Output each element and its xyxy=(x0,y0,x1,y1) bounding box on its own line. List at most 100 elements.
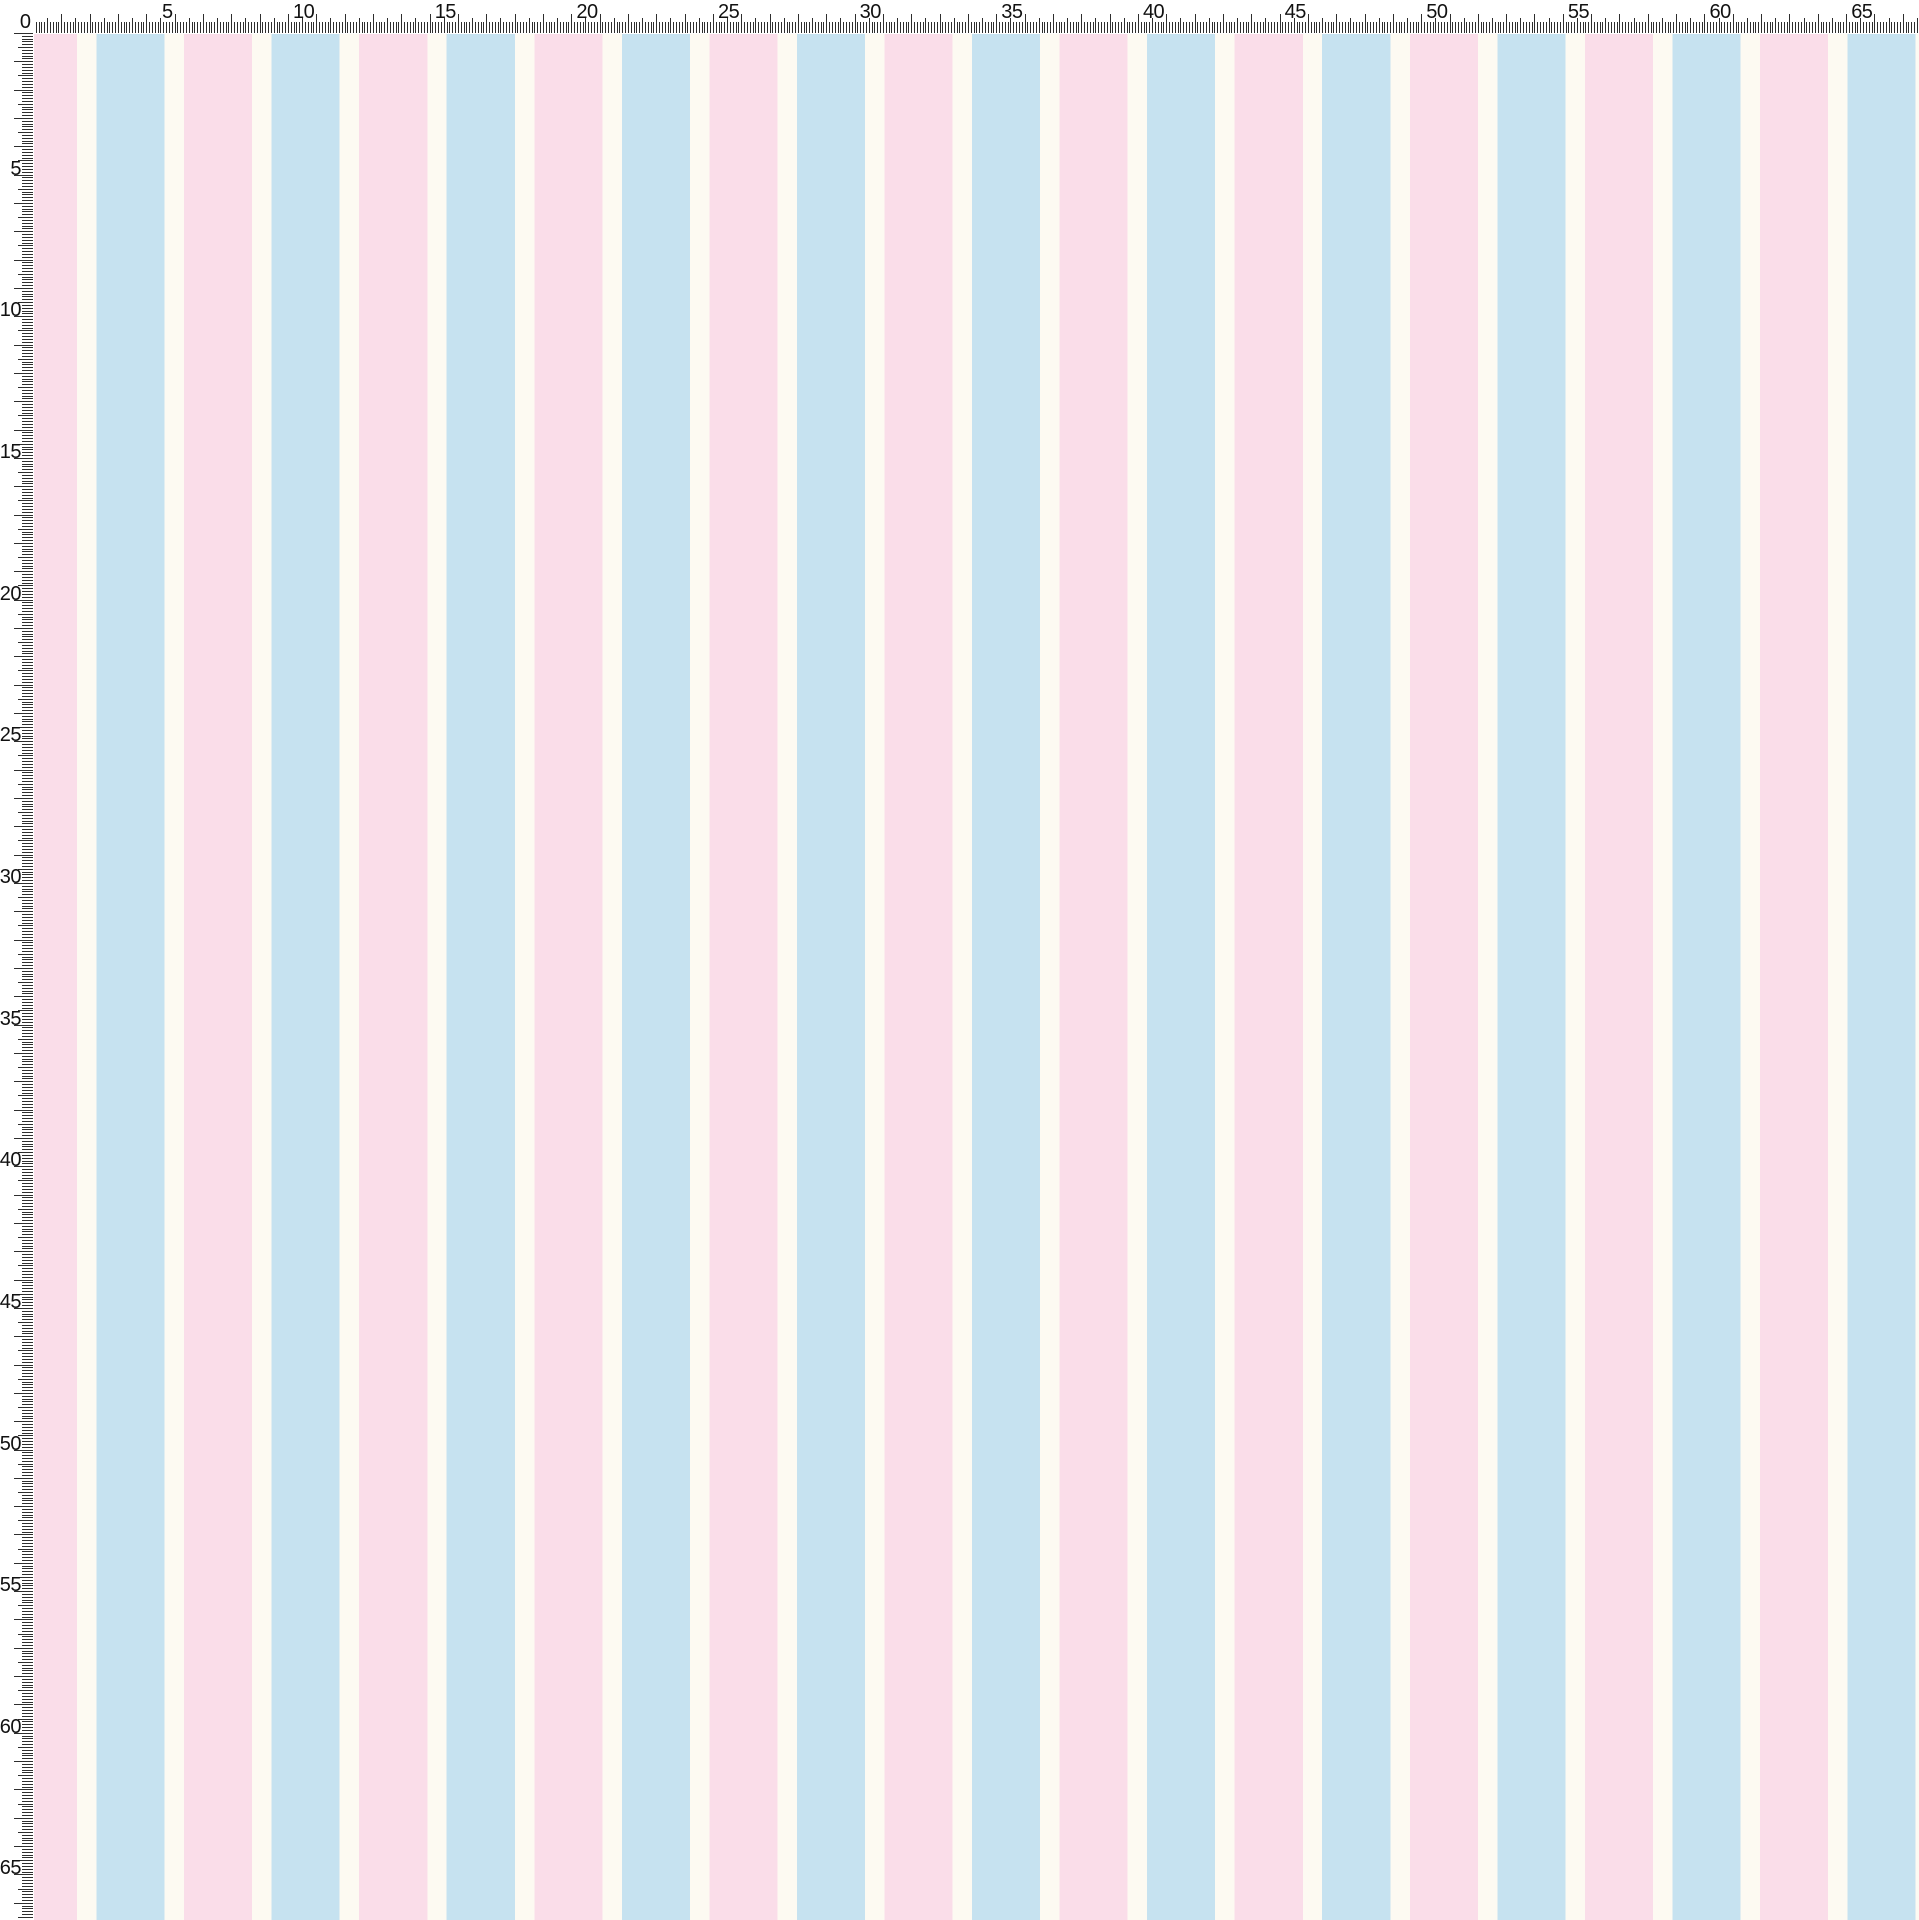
ruler-tick xyxy=(630,22,632,33)
ruler-tick xyxy=(695,22,697,33)
ruler-tick xyxy=(650,22,652,33)
ruler-tick xyxy=(22,962,33,964)
ruler-tick xyxy=(1591,14,1593,33)
ruler-tick xyxy=(1089,22,1091,33)
ruler-tick xyxy=(661,22,663,33)
ruler-tick xyxy=(1806,22,1808,33)
ruler-tick xyxy=(22,919,33,921)
ruler-tick xyxy=(86,22,88,33)
ruler-tick xyxy=(1290,22,1292,33)
ruler-tick xyxy=(18,1888,33,1890)
ruler-tick xyxy=(1115,22,1117,33)
ruler-tick xyxy=(1421,14,1423,33)
ruler-tick xyxy=(22,449,33,451)
ruler-tick xyxy=(18,188,33,190)
ruler-tick xyxy=(22,137,33,139)
ruler-tick xyxy=(823,22,825,33)
ruler-tick xyxy=(18,1463,33,1465)
ruler-tick xyxy=(1676,14,1678,33)
ruler-tick xyxy=(242,22,244,33)
ruler-tick xyxy=(22,823,33,825)
ruler-tick xyxy=(22,525,33,527)
ruler-tick xyxy=(1426,22,1428,33)
ruler-tick xyxy=(22,106,33,108)
ruler-tick xyxy=(22,984,33,986)
ruler-tick xyxy=(18,1378,33,1380)
ruler-tick xyxy=(22,197,33,199)
ruler-tick xyxy=(899,22,901,33)
ruler-tick xyxy=(1469,22,1471,33)
ruler-tick xyxy=(22,307,33,309)
ruler-tick xyxy=(22,398,33,400)
ruler-tick xyxy=(996,14,998,33)
ruler-tick xyxy=(681,22,683,33)
ruler-tick xyxy=(880,22,882,33)
ruler-tick xyxy=(22,506,33,508)
ruler-tick xyxy=(460,22,462,33)
ruler-tick xyxy=(18,812,33,814)
ruler-tick xyxy=(22,973,33,975)
ruler-tick xyxy=(1035,22,1037,33)
ruler-tick xyxy=(22,1693,33,1695)
ruler-tick xyxy=(22,809,33,811)
ruler-tick xyxy=(1305,22,1307,33)
ruler-tick xyxy=(1356,22,1357,33)
ruler-tick xyxy=(1152,18,1154,33)
ruler-tick xyxy=(1698,22,1700,33)
ruler-tick xyxy=(1545,22,1547,33)
ruler-tick xyxy=(22,1174,33,1176)
ruler-tick xyxy=(64,22,66,33)
ruler-tick xyxy=(727,18,729,33)
ruler-tick xyxy=(22,817,33,819)
ruler-tick xyxy=(22,483,33,485)
ruler-tick xyxy=(22,1282,33,1284)
ruler-tick xyxy=(404,22,406,33)
ruler-tick xyxy=(1449,14,1451,33)
ruler-tick xyxy=(1429,22,1431,33)
ruler-tick xyxy=(18,1831,33,1833)
ruler-tick xyxy=(690,22,692,33)
ruler-tick xyxy=(729,22,731,33)
ruler-tick xyxy=(1333,22,1335,33)
ruler-tick xyxy=(22,489,33,491)
ruler-tick xyxy=(22,1004,33,1006)
ruler-tick xyxy=(22,126,33,128)
ruler-tick xyxy=(976,22,978,33)
ruler-tick xyxy=(22,1559,33,1561)
ruler-tick xyxy=(1443,22,1445,33)
ruler-tick xyxy=(22,180,33,182)
ruler-tick xyxy=(22,265,33,267)
ruler-tick xyxy=(1024,14,1026,33)
ruler-tick xyxy=(22,1574,33,1576)
ruler-tick xyxy=(296,22,298,33)
ruler-tick xyxy=(22,1528,33,1530)
ruler-tick xyxy=(1508,22,1510,33)
ruler-tick xyxy=(251,22,253,33)
ruler-tick xyxy=(344,14,346,33)
ruler-tick xyxy=(22,1738,33,1740)
ruler-tick xyxy=(22,948,33,950)
ruler-tick xyxy=(22,568,33,570)
ruler-tick xyxy=(432,22,434,33)
ruler-tick xyxy=(959,22,961,33)
ruler-tick xyxy=(905,22,907,33)
ruler-tick xyxy=(1712,22,1714,33)
ruler-tick xyxy=(22,503,33,505)
ruler-tick xyxy=(874,22,876,33)
ruler-tick xyxy=(22,347,33,349)
ruler-tick xyxy=(22,1112,33,1114)
ruler-tick xyxy=(1055,22,1057,33)
ruler-tick xyxy=(894,22,896,33)
ruler-tick xyxy=(1772,22,1774,33)
ruler-tick xyxy=(22,1007,33,1009)
ruler-tick xyxy=(1582,22,1584,33)
ruler-tick xyxy=(22,1622,33,1624)
ruler-tick xyxy=(1500,22,1502,33)
ruler-tick xyxy=(1738,22,1740,33)
ruler-tick xyxy=(22,520,33,522)
ruler-tick xyxy=(1330,22,1332,33)
ruler-tick xyxy=(1390,22,1391,33)
ruler-tick xyxy=(22,1625,33,1627)
ruler-tick xyxy=(14,1591,33,1593)
